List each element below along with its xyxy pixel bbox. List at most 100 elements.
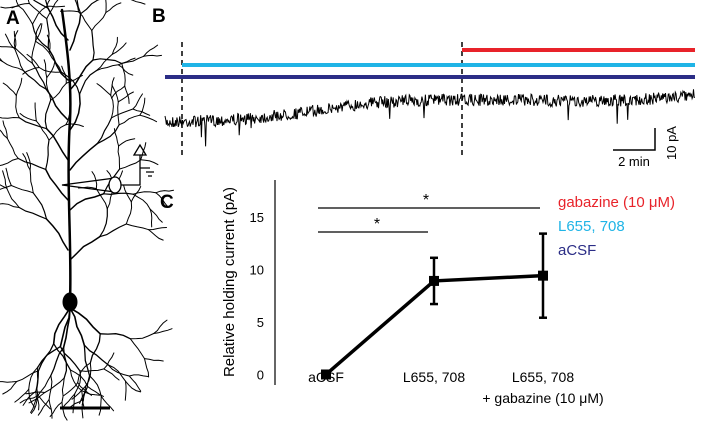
dendrite bbox=[14, 388, 30, 403]
dendrite bbox=[148, 227, 167, 231]
dendrite bbox=[45, 139, 50, 170]
current-trace bbox=[164, 89, 696, 147]
dendrite bbox=[72, 393, 76, 414]
dendrite bbox=[103, 192, 134, 196]
dendrite bbox=[37, 343, 55, 372]
dendrite bbox=[61, 377, 65, 403]
dendrite bbox=[69, 93, 81, 131]
y-tick-label: 10 bbox=[250, 262, 264, 277]
dendrite bbox=[107, 364, 127, 382]
scale-bar bbox=[613, 128, 656, 151]
dendrite bbox=[15, 94, 20, 119]
dendrite bbox=[0, 116, 20, 119]
dendrite bbox=[48, 375, 53, 401]
dendrite bbox=[139, 114, 158, 123]
dendrite bbox=[46, 34, 51, 54]
dendrite bbox=[6, 187, 20, 208]
dendrite bbox=[96, 83, 112, 96]
dendrite bbox=[45, 218, 69, 251]
dendrite bbox=[95, 53, 113, 72]
dendrite bbox=[45, 0, 49, 9]
dendrite bbox=[32, 5, 48, 25]
dendrite bbox=[91, 171, 98, 190]
dendrite bbox=[96, 124, 120, 145]
dendrite bbox=[50, 346, 65, 377]
dendrite bbox=[61, 393, 76, 409]
dendrite bbox=[69, 193, 105, 211]
dendrite bbox=[46, 61, 56, 79]
dendrite bbox=[149, 208, 163, 223]
dendrite bbox=[149, 208, 153, 228]
dendrite bbox=[48, 399, 53, 419]
dendrite bbox=[125, 223, 150, 231]
dendrite bbox=[107, 364, 130, 377]
dendrite bbox=[22, 67, 40, 75]
dendrite bbox=[0, 129, 8, 139]
dendrite bbox=[35, 120, 50, 141]
dendrite bbox=[44, 168, 69, 201]
dendrite bbox=[0, 57, 3, 62]
dendrite bbox=[103, 352, 115, 370]
dendrite bbox=[34, 40, 50, 54]
marker bbox=[429, 275, 439, 286]
dendrite bbox=[88, 375, 102, 397]
dendrite bbox=[99, 223, 127, 238]
dendrite bbox=[113, 128, 120, 147]
dendrite bbox=[18, 206, 48, 220]
dendrite bbox=[37, 394, 51, 410]
x-tick-label: L655, 708 + gabazine (10 μM) bbox=[482, 369, 603, 406]
dendrite bbox=[111, 108, 134, 119]
dendrite bbox=[48, 124, 67, 141]
dendrite bbox=[47, 7, 69, 41]
electrode bbox=[61, 143, 154, 194]
dendrite bbox=[45, 127, 69, 161]
significance-star: * bbox=[423, 192, 429, 209]
y-axis-label: Relative holding current (pA) bbox=[221, 187, 238, 377]
dendrite bbox=[74, 0, 79, 13]
dendrite bbox=[103, 368, 120, 381]
dendrite bbox=[111, 36, 118, 55]
dendrite bbox=[6, 137, 19, 159]
dendrite bbox=[144, 358, 150, 378]
dendrite bbox=[111, 84, 119, 103]
dendrite bbox=[31, 62, 47, 90]
dendrite bbox=[19, 113, 37, 122]
dendrite bbox=[69, 235, 101, 261]
dendrite bbox=[130, 0, 146, 5]
dendrite bbox=[15, 77, 23, 96]
dendrite bbox=[29, 169, 34, 194]
dendrite bbox=[117, 64, 134, 76]
dendrite bbox=[38, 67, 62, 73]
apical-trunk bbox=[60, 8, 72, 302]
dendrite bbox=[119, 159, 142, 170]
dendrite bbox=[31, 40, 37, 64]
dendrite bbox=[59, 307, 71, 348]
legend-entry: aCSF bbox=[558, 242, 596, 259]
dendrite bbox=[144, 358, 164, 362]
dendrite bbox=[153, 319, 168, 334]
dendrite bbox=[105, 2, 122, 13]
dendrite bbox=[110, 94, 114, 119]
dendrite bbox=[111, 85, 126, 99]
dendrite bbox=[130, 186, 142, 203]
dendrite bbox=[32, 0, 49, 9]
dendrite bbox=[128, 374, 149, 377]
dendrite bbox=[0, 46, 16, 49]
y-tick-label: 5 bbox=[257, 315, 264, 330]
dendrite bbox=[96, 117, 113, 145]
dendrite bbox=[118, 138, 136, 147]
dendrite bbox=[32, 192, 48, 220]
dendrite bbox=[14, 47, 33, 64]
dendrite bbox=[79, 368, 105, 372]
dendrite bbox=[5, 167, 12, 186]
dendrite bbox=[79, 385, 88, 404]
dendrite bbox=[43, 59, 48, 79]
dendrite bbox=[18, 117, 48, 130]
dendrite bbox=[10, 185, 34, 194]
dendrite bbox=[37, 399, 50, 416]
legend-entry: L655, 708 bbox=[558, 218, 625, 235]
dendrite bbox=[110, 77, 115, 96]
dendrite bbox=[69, 369, 83, 392]
dendrite bbox=[69, 369, 88, 387]
